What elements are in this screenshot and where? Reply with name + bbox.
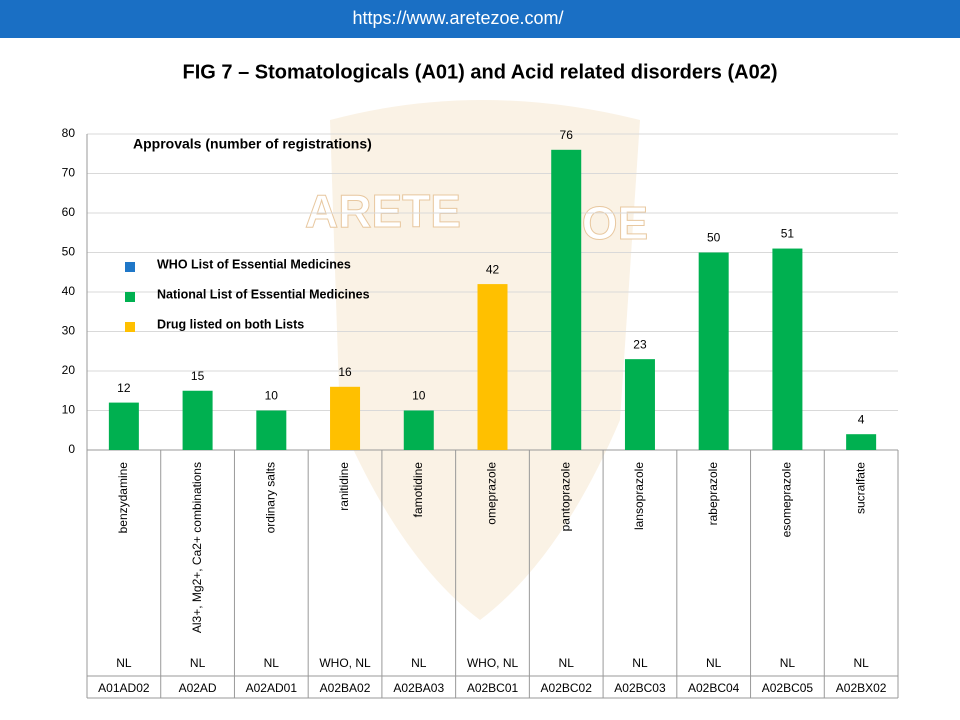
- legend-label: National List of Essential Medicines: [157, 287, 370, 301]
- y-tick-label: 50: [62, 245, 76, 259]
- list-label: NL: [411, 656, 427, 670]
- list-label: NL: [190, 656, 206, 670]
- legend-label: WHO List of Essential Medicines: [157, 257, 351, 271]
- data-label: 76: [560, 128, 574, 142]
- header-bar: [0, 0, 960, 38]
- y-tick-label: 80: [62, 126, 76, 140]
- list-label: WHO, NL: [319, 656, 371, 670]
- x-tick-label: Al3+, Mg2+, Ca2+ combinations: [190, 462, 204, 633]
- bar: [772, 248, 803, 450]
- atc-code: A02BC05: [762, 681, 814, 695]
- watermark-text: ARETE: [305, 185, 461, 237]
- atc-code: A02BC03: [614, 681, 666, 695]
- x-tick-label: rabeprazole: [706, 462, 720, 526]
- x-tick-label: lansoprazole: [632, 462, 646, 530]
- x-tick-label: ranitidine: [337, 462, 351, 511]
- x-tick-label: ordinary salts: [263, 462, 277, 533]
- bar: [551, 149, 582, 451]
- chart-title: FIG 7 – Stomatologicals (A01) and Acid r…: [183, 61, 778, 83]
- list-label: NL: [706, 656, 722, 670]
- data-label: 10: [265, 389, 279, 403]
- x-tick-label: famotidine: [411, 462, 425, 518]
- atc-code: A02BX02: [836, 681, 887, 695]
- atc-code: A02AD: [179, 681, 217, 695]
- list-label: NL: [853, 656, 869, 670]
- bar: [256, 410, 287, 450]
- y-tick-label: 30: [62, 324, 76, 338]
- x-tick-label: omeprazole: [485, 462, 499, 525]
- legend-swatch: [125, 262, 135, 272]
- bar: [846, 434, 877, 450]
- data-label: 23: [633, 337, 647, 351]
- bar: [624, 359, 655, 450]
- y-tick-label: 70: [62, 166, 76, 180]
- list-label: NL: [264, 656, 280, 670]
- watermark-text: OE: [582, 197, 648, 249]
- y-tick-label: 0: [68, 442, 75, 456]
- list-label: NL: [780, 656, 796, 670]
- legend-swatch: [125, 322, 135, 332]
- atc-code: A02AD01: [246, 681, 298, 695]
- atc-code: A02BC02: [541, 681, 593, 695]
- data-label: 16: [338, 365, 352, 379]
- x-tick-label: esomeprazole: [780, 462, 794, 538]
- atc-code: A02BC01: [467, 681, 519, 695]
- bar: [182, 390, 213, 450]
- x-tick-label: sucralfate: [853, 462, 867, 514]
- data-label: 42: [486, 262, 500, 276]
- chart-subtitle: Approvals (number of registrations): [133, 136, 372, 152]
- y-tick-label: 60: [62, 205, 76, 219]
- bar: [477, 284, 508, 450]
- x-tick-label: benzydamine: [116, 462, 130, 534]
- bar: [698, 252, 729, 450]
- legend-swatch: [125, 292, 135, 302]
- list-label: WHO, NL: [467, 656, 519, 670]
- atc-code: A01AD02: [98, 681, 150, 695]
- url: https://www.aretezoe.com/: [352, 8, 563, 28]
- data-label: 15: [191, 369, 205, 383]
- data-label: 51: [781, 227, 795, 241]
- atc-code: A02BA03: [393, 681, 444, 695]
- atc-code: A02BA02: [320, 681, 371, 695]
- data-label: 4: [858, 412, 865, 426]
- data-label: 10: [412, 389, 426, 403]
- bar: [108, 402, 139, 450]
- list-label: NL: [116, 656, 132, 670]
- y-tick-label: 40: [62, 284, 76, 298]
- y-tick-label: 10: [62, 403, 76, 417]
- legend-label: Drug listed on both Lists: [157, 317, 304, 331]
- bar: [330, 386, 361, 450]
- x-tick-label: pantoprazole: [558, 462, 572, 532]
- atc-code: A02BC04: [688, 681, 740, 695]
- y-tick-label: 20: [62, 363, 76, 377]
- data-label: 12: [117, 381, 131, 395]
- bar: [403, 410, 434, 450]
- data-label: 50: [707, 231, 721, 245]
- list-label: NL: [632, 656, 648, 670]
- list-label: NL: [559, 656, 575, 670]
